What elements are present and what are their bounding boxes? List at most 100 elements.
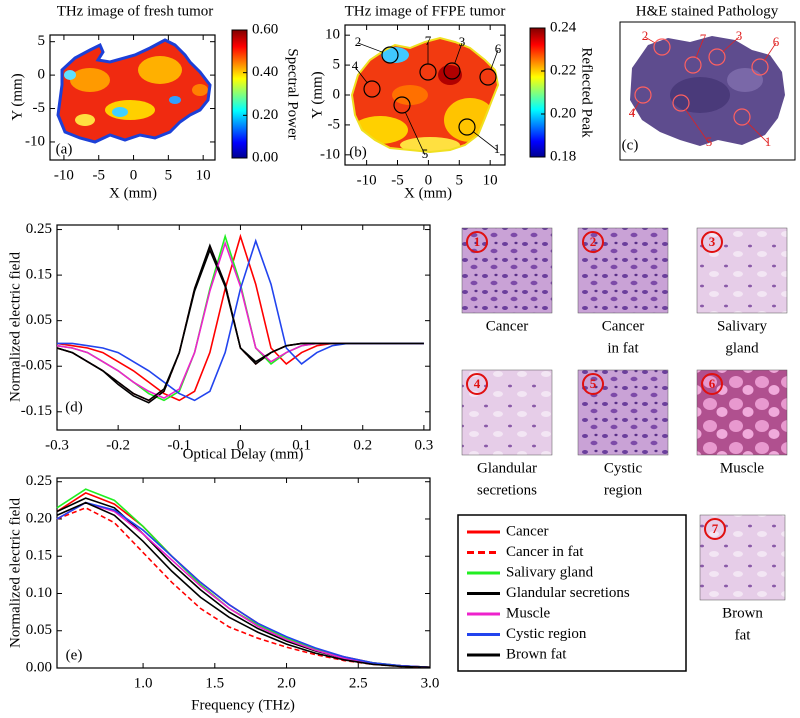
x-tick-label: -5 (92, 167, 105, 183)
marker-leader (357, 42, 383, 53)
marker-label: 4 (352, 58, 359, 73)
y-tick-label: -5 (33, 100, 46, 116)
pathology-region (727, 68, 763, 92)
y-tick-label: 0.10 (26, 585, 52, 601)
x-tick-label: 0.3 (415, 437, 434, 453)
y-tick-label: 0.05 (26, 622, 52, 638)
region-marker (634, 86, 652, 104)
tissue-thumbnail (461, 369, 553, 456)
thumbnail-number-ring (466, 373, 488, 395)
region-marker (751, 58, 769, 76)
marker-leader (644, 36, 656, 44)
thz-image-a (58, 40, 210, 142)
thumbnail-label: Cancer (486, 318, 528, 334)
panel-label: (e) (66, 647, 83, 663)
marker-leader (454, 42, 463, 64)
x-tick-label: -0.2 (106, 437, 130, 453)
colorbar-tick-label: 0.24 (550, 19, 577, 35)
series-line (56, 243, 424, 404)
x-axis-label: X (mm) (404, 185, 452, 201)
marker-label: 2 (642, 28, 649, 43)
decoration (352, 116, 408, 144)
decoration (392, 85, 428, 105)
series-line (56, 506, 431, 669)
x-tick-label: 10 (483, 172, 498, 188)
panel-label: (a) (56, 141, 73, 157)
y-tick-label: 10 (325, 27, 340, 43)
panel-label: (c) (622, 137, 639, 153)
panel-title: THz image of FFPE tumor (345, 3, 506, 19)
marker-label: 5 (706, 134, 713, 149)
y-axis-label: Normalized electric field (7, 252, 23, 402)
x-tick-label: 0 (425, 172, 433, 188)
panel-label: (d) (65, 399, 83, 415)
region-marker (708, 48, 726, 66)
x-tick-label: 0.1 (292, 437, 311, 453)
legend-label: Glandular secretions (506, 585, 630, 601)
region-marker (733, 108, 751, 126)
decoration (400, 137, 460, 152)
thumbnail-number-ring (701, 231, 723, 253)
decoration (169, 96, 181, 104)
region-marker (381, 46, 399, 64)
y-tick-label: 5 (38, 33, 46, 49)
marker-leader (473, 131, 498, 151)
region-marker (479, 68, 497, 86)
marker-label: 3 (459, 34, 466, 49)
thumbnail-number: 7 (712, 521, 719, 536)
panel-title: H&E stained Pathology (636, 3, 779, 19)
thumbnail-number: 4 (474, 376, 481, 391)
marker-label: 1 (765, 134, 772, 149)
region-marker (684, 56, 702, 74)
y-tick-label: -0.15 (21, 403, 52, 419)
thumbnail-label: Muscle (720, 460, 765, 476)
thumbnail-label: Brown (722, 605, 763, 621)
marker-leader (631, 101, 640, 115)
marker-leader (722, 36, 740, 52)
series-line (56, 492, 431, 669)
y-tick-label: 5 (333, 57, 341, 73)
decoration (112, 107, 128, 117)
thumbnail-number-ring (466, 231, 488, 253)
colorbar-tick-label: 0.20 (550, 105, 576, 121)
series-line (56, 247, 424, 402)
x-tick-label: 5 (165, 167, 173, 183)
x-tick-label: 1.0 (134, 675, 153, 691)
x-tick-label: 2.0 (277, 675, 296, 691)
x-tick-label: 3.0 (421, 675, 440, 691)
plot-frame (56, 224, 431, 431)
decoration (105, 100, 155, 120)
decoration (70, 68, 110, 92)
thumbnail-label: Glandular (477, 460, 537, 476)
marker-label: 1 (494, 141, 501, 156)
colorbar (231, 29, 248, 159)
series-line (57, 238, 424, 402)
region-marker (672, 94, 690, 112)
y-axis-label: Y (mm) (309, 71, 325, 118)
marker-label: 2 (355, 34, 362, 49)
tissue-thumbnail (577, 227, 669, 314)
x-tick-label: 5 (456, 172, 464, 188)
decoration (192, 84, 208, 96)
y-tick-label: 0 (333, 86, 341, 102)
thumbnail-number: 6 (709, 376, 716, 391)
marker-leader (764, 42, 777, 61)
thumbnail-number: 5 (590, 376, 597, 391)
x-tick-label: -10 (54, 167, 74, 183)
x-tick-label: -0.1 (167, 437, 191, 453)
colorbar-label: Spectral Power (285, 48, 301, 139)
colorbar-tick-label: 0.00 (252, 149, 278, 165)
marker-label: 6 (495, 41, 502, 56)
y-tick-label: 0.05 (26, 312, 52, 328)
marker-leader (747, 122, 769, 144)
region-marker (443, 62, 461, 80)
decoration (75, 114, 95, 126)
y-tick-label: 0.15 (26, 267, 52, 283)
y-tick-label: 0.20 (26, 510, 52, 526)
region-marker (653, 38, 671, 56)
decoration (58, 40, 210, 142)
x-tick-label: -10 (357, 172, 377, 188)
thumbnail-label: Salivary (717, 318, 767, 334)
marker-label: 3 (736, 28, 743, 43)
